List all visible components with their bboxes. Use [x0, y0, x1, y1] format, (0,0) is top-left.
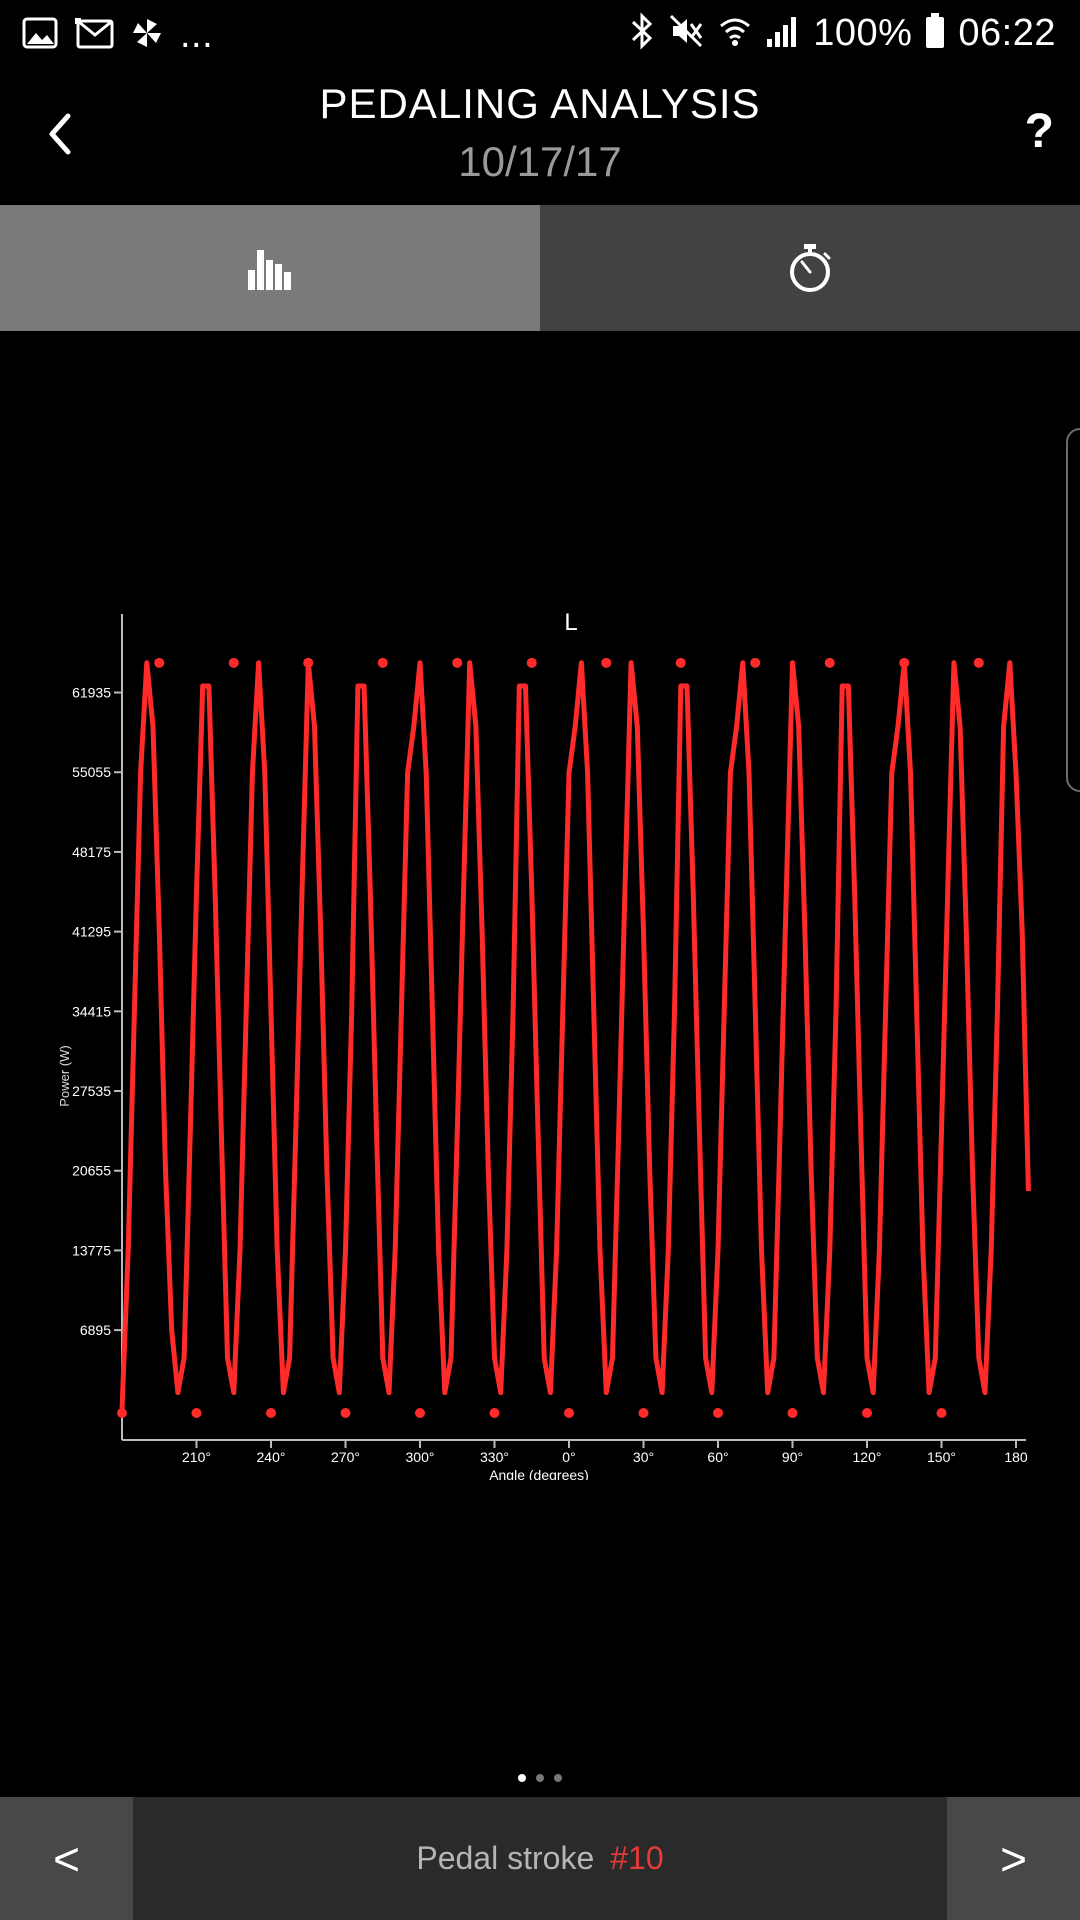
x-tick-label: 150° — [927, 1449, 956, 1465]
x-tick-group: 210° 240° 270° 300° 330° 0° 30° 60° 90° 120° 150° 1… — [182, 1440, 1028, 1465]
min-power-marker — [639, 1408, 649, 1418]
gmail-icon — [74, 16, 114, 55]
tab-stopwatch[interactable] — [540, 205, 1080, 331]
y-tick-label: 41295 — [72, 924, 111, 940]
more-notifications: ... — [180, 14, 213, 57]
clock: 06:22 — [958, 12, 1056, 55]
y-tick-label: 34415 — [72, 1003, 111, 1019]
help-button[interactable]: ? — [1025, 104, 1054, 159]
min-power-marker — [713, 1408, 723, 1418]
page-indicator — [0, 1774, 1080, 1782]
min-power-marker — [117, 1408, 127, 1418]
x-tick-label: 60° — [707, 1449, 728, 1465]
max-power-marker — [452, 658, 462, 668]
status-bar: ... 100% 06:22 — [0, 0, 1080, 64]
signal-icon — [765, 13, 801, 54]
y-tick-label: 55055 — [72, 764, 111, 780]
y-tick-group: 6895 13775 20655 27535 34415 41295 48175 55055 6… — [72, 685, 122, 1339]
y-tick-label: 20655 — [72, 1163, 111, 1179]
stroke-label: Pedal stroke — [416, 1840, 594, 1877]
max-power-marker — [378, 658, 388, 668]
bar-chart-icon — [246, 246, 294, 290]
x-tick-label: 240° — [257, 1449, 286, 1465]
min-power-marker — [266, 1408, 276, 1418]
bluetooth-icon — [629, 12, 655, 55]
x-tick-label: 270° — [331, 1449, 360, 1465]
x-tick-label: 180 — [1004, 1449, 1028, 1465]
page-dot[interactable] — [554, 1774, 562, 1782]
max-power-marker — [601, 658, 611, 668]
page-dot[interactable] — [518, 1774, 526, 1782]
max-power-marker — [825, 658, 835, 668]
x-tick-label: 330° — [480, 1449, 509, 1465]
mute-icon — [667, 12, 705, 55]
y-tick-label: 27535 — [72, 1083, 111, 1099]
min-power-marker — [788, 1408, 798, 1418]
max-power-marker — [527, 658, 537, 668]
min-power-marker — [490, 1408, 500, 1418]
stroke-indicator: Pedal stroke #10 — [133, 1797, 947, 1920]
previous-stroke-button[interactable]: < — [0, 1797, 133, 1920]
max-power-marker — [974, 658, 984, 668]
stroke-number: #10 — [610, 1840, 663, 1877]
x-axis-label: Angle (degrees) — [489, 1467, 589, 1480]
tab-pedaling-chart[interactable] — [0, 205, 540, 331]
max-power-marker — [229, 658, 239, 668]
session-date: 10/17/17 — [0, 138, 1080, 186]
power-series-line — [122, 663, 1028, 1410]
max-power-marker — [676, 658, 686, 668]
y-tick-label: 48175 — [72, 844, 111, 860]
min-power-marker — [564, 1408, 574, 1418]
chart-title: L — [564, 609, 577, 636]
x-tick-label: 30° — [633, 1449, 654, 1465]
pinwheel-icon — [130, 16, 164, 55]
x-tick-label: 300° — [406, 1449, 435, 1465]
wifi-icon — [717, 12, 753, 55]
stroke-navigation-bar: < Pedal stroke #10 > — [0, 1797, 1080, 1920]
min-power-marker — [937, 1408, 947, 1418]
max-power-marker — [899, 658, 909, 668]
x-tick-label: 210° — [182, 1449, 211, 1465]
y-tick-label: 13775 — [72, 1242, 111, 1258]
next-stroke-button[interactable]: > — [947, 1797, 1080, 1920]
min-power-marker — [862, 1408, 872, 1418]
battery-percent: 100% — [813, 12, 912, 55]
min-power-marker — [192, 1408, 202, 1418]
gallery-icon — [22, 16, 58, 55]
power-angle-chart: L 6895 13775 20655 27535 34415 41295 48175 5505… — [0, 330, 1080, 1480]
min-power-marker — [415, 1408, 425, 1418]
battery-icon — [924, 12, 946, 55]
view-tabs — [0, 205, 1080, 331]
page-title: PEDALING ANALYSIS — [0, 80, 1080, 128]
max-power-marker — [750, 658, 760, 668]
x-tick-label: 120° — [853, 1449, 882, 1465]
y-axis-label: Power (W) — [57, 1045, 72, 1106]
x-tick-label: 0° — [562, 1449, 575, 1465]
app-bar: PEDALING ANALYSIS 10/17/17 ? — [0, 64, 1080, 204]
y-tick-label: 6895 — [80, 1322, 111, 1338]
x-tick-label: 90° — [782, 1449, 803, 1465]
max-power-marker — [154, 658, 164, 668]
page-dot[interactable] — [536, 1774, 544, 1782]
max-power-marker — [303, 658, 313, 668]
min-power-marker — [341, 1408, 351, 1418]
stopwatch-icon — [788, 243, 832, 293]
y-tick-label: 61935 — [72, 685, 111, 701]
